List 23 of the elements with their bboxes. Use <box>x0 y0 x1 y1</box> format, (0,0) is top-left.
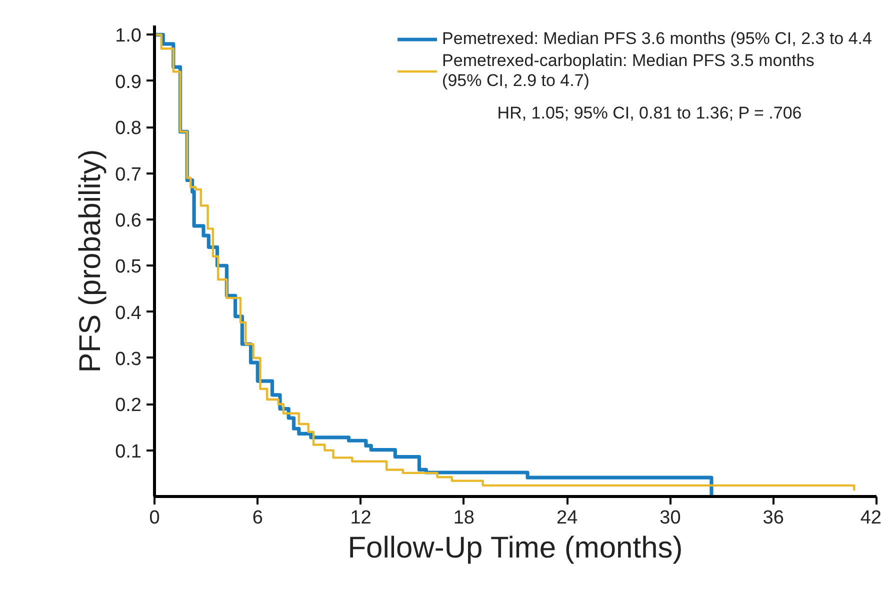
y-tick-label: 1.0 <box>115 26 142 47</box>
x-axis-title: Follow-Up Time (months) <box>348 532 683 564</box>
x-tick-label: 18 <box>453 508 474 528</box>
y-tick-label: 0.7 <box>115 164 142 186</box>
annotation: HR, 1.05; 95% CI, 0.81 to 1.36; P = .706 <box>497 103 802 122</box>
y-tick-label: 0.1 <box>115 441 142 462</box>
y-tick-label: 0.8 <box>115 118 142 140</box>
x-tick-label: 36 <box>762 508 784 528</box>
y-axis-title: PFS (probability) <box>74 149 108 373</box>
x-tick-label: 6 <box>252 508 263 528</box>
x-tick-label: 42 <box>860 508 881 528</box>
legend-label: Pemetrexed-carboplatin: Median PFS 3.5 months (95% CI, 2.9 to 4.7) <box>442 51 814 91</box>
y-tick-label: 0.3 <box>115 348 142 370</box>
x-tick-label: 0 <box>149 508 160 528</box>
y-tick-label: 0.2 <box>115 395 142 416</box>
y-tick-label: 0.9 <box>115 72 142 93</box>
y-tick-label: 0.6 <box>115 210 142 232</box>
legend-label: Pemetrexed: Median PFS 3.6 months (95% CI, 2.3 to 4.4 <box>442 29 872 49</box>
x-tick-label: 12 <box>350 508 372 528</box>
x-tick-label: 24 <box>556 508 578 528</box>
y-tick-label: 0.5 <box>115 256 142 278</box>
x-tick-label: 30 <box>660 508 681 528</box>
y-tick-label: 0.4 <box>115 302 142 324</box>
